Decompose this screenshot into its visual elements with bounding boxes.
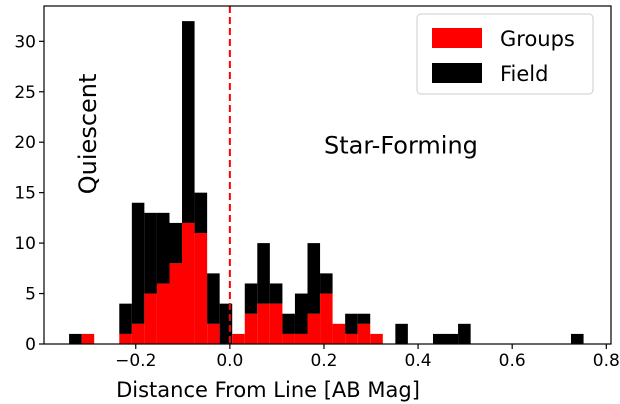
y-tick-label-1: 5 (25, 285, 36, 305)
bar-field-20 (320, 273, 333, 294)
annotation-star-forming: Star-Forming (324, 131, 478, 159)
bar-field-26 (395, 323, 408, 344)
bar-groups-24 (370, 333, 383, 344)
bar-field-5 (131, 202, 145, 324)
bar-field-8 (169, 222, 183, 264)
bar-field-29 (432, 333, 446, 344)
bar-groups-15 (257, 303, 270, 344)
bar-groups-6 (144, 293, 157, 344)
bar-field-31 (458, 323, 471, 344)
bar-field-12 (219, 303, 233, 344)
bar-groups-14 (244, 313, 258, 344)
bar-field-9 (182, 21, 195, 223)
bar-field-30 (445, 333, 459, 344)
x-axis-ticks: −0.2 0.0 0.2 0.4 0.6 0.8 (115, 344, 620, 371)
y-tick-label-6: 30 (14, 32, 36, 52)
y-tick-label-4: 20 (14, 133, 36, 153)
bar-groups-20 (320, 293, 333, 344)
bar-groups-9 (182, 222, 195, 344)
bar-field-4 (119, 303, 132, 334)
bar-field-0 (69, 333, 82, 344)
y-tick-label-2: 10 (14, 234, 36, 254)
y-tick-label-3: 15 (14, 184, 36, 204)
bar-groups-18 (294, 333, 308, 344)
x-tick-label-1: 0.0 (216, 351, 243, 371)
bar-field-16 (269, 283, 283, 304)
bar-groups-23 (357, 323, 371, 344)
legend-label-groups: Groups (500, 27, 575, 51)
bar-groups-11 (207, 323, 220, 344)
annotation-quiescent: Quiescent (74, 74, 102, 195)
legend-swatch-field (432, 63, 482, 83)
bars-group (69, 21, 584, 344)
bar-field-10 (194, 192, 208, 234)
bar-field-14 (244, 283, 258, 314)
bar-groups-16 (269, 303, 283, 344)
bar-groups-7 (156, 283, 170, 344)
bar-groups-4 (119, 333, 132, 344)
bar-groups-8 (169, 263, 183, 344)
bar-field-6 (144, 212, 157, 294)
bar-groups-17 (282, 333, 295, 344)
bar-field-22 (345, 313, 358, 334)
y-axis-ticks: 0 5 10 15 20 25 30 (14, 32, 44, 355)
bar-groups-19 (307, 313, 321, 344)
x-tick-label-3: 0.4 (405, 351, 432, 371)
bar-groups-22 (345, 333, 358, 344)
bar-field-19 (307, 243, 321, 314)
bar-groups-21 (332, 323, 346, 344)
bar-groups-5 (131, 323, 145, 344)
legend-swatch-groups (432, 28, 482, 48)
y-tick-label-5: 25 (14, 83, 36, 103)
bar-groups-1 (81, 333, 95, 344)
bar-groups-13 (232, 333, 245, 344)
bar-groups-10 (194, 233, 208, 344)
bar-field-7 (156, 212, 170, 284)
x-tick-label-4: 0.6 (499, 351, 526, 371)
bar-field-40 (571, 333, 584, 344)
plot-frame (43, 5, 612, 345)
y-tick-label-0: 0 (25, 335, 36, 355)
x-tick-label-2: 0.2 (310, 351, 337, 371)
bar-field-11 (207, 273, 220, 324)
bar-field-17 (282, 313, 295, 334)
legend-label-field: Field (500, 62, 548, 86)
legend: Groups Field (416, 13, 594, 95)
bar-field-23 (357, 313, 371, 324)
x-tick-label-0: −0.2 (115, 351, 156, 371)
bar-field-15 (257, 243, 270, 304)
bar-field-18 (294, 293, 308, 334)
x-tick-label-5: 0.8 (593, 351, 620, 371)
x-axis-label: Distance From Line [AB Mag] (116, 378, 420, 402)
